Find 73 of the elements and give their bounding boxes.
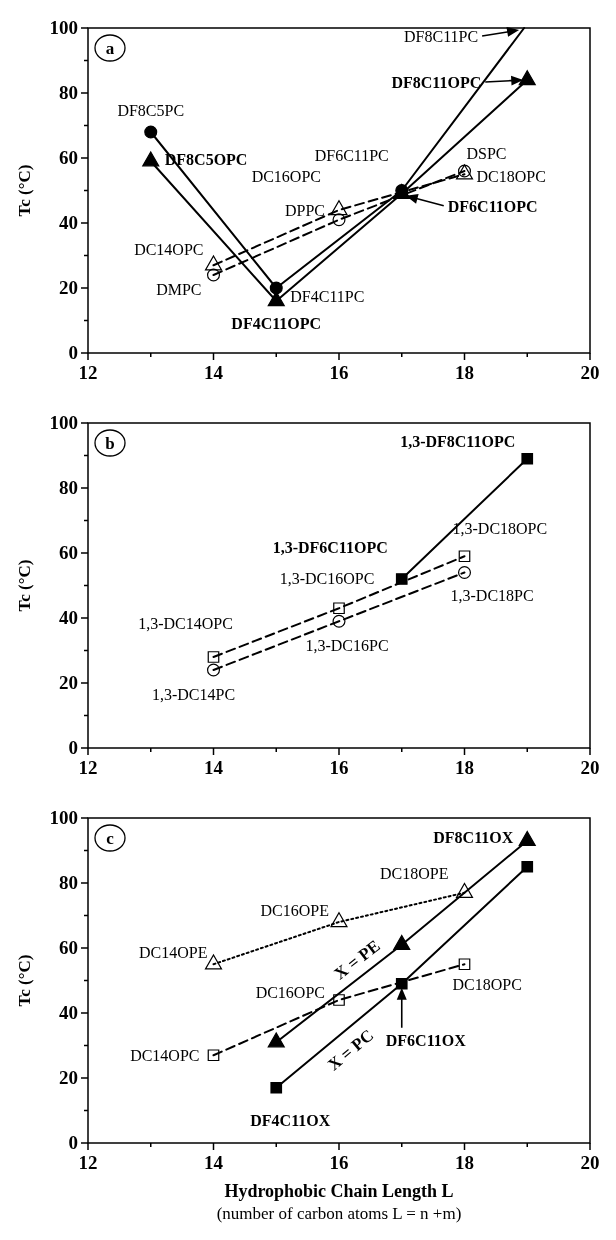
x-tick-label: 20 bbox=[580, 757, 600, 778]
text: X = PC bbox=[324, 1025, 378, 1075]
y-tick-label: 80 bbox=[59, 82, 78, 103]
annotation: DC14OPE bbox=[139, 944, 208, 962]
annotation: a bbox=[105, 39, 115, 58]
annotation: DF8C11OX bbox=[433, 828, 514, 846]
y-tick-label: 60 bbox=[59, 147, 78, 168]
annotation: 1,3-DF6C11OPC bbox=[272, 539, 388, 556]
annotation: DC16OPE bbox=[260, 902, 329, 919]
x-axis-title: Hydrophobic Chain Length L bbox=[224, 1181, 454, 1201]
x-tick-label: 18 bbox=[455, 362, 474, 383]
annotation: 1,3-DC18OPC bbox=[452, 520, 548, 538]
annotation: DMPC bbox=[156, 281, 202, 298]
y-tick-label: 80 bbox=[59, 477, 78, 498]
x-tick-label: 14 bbox=[204, 1152, 224, 1173]
y-tick-label: 40 bbox=[59, 607, 78, 628]
x-tick-label: 20 bbox=[580, 362, 600, 383]
x-tick-label: 14 bbox=[204, 362, 224, 383]
annotation: DC16OPC bbox=[255, 984, 325, 1001]
x-tick-label: 16 bbox=[329, 362, 349, 383]
y-tick-label: 40 bbox=[59, 212, 78, 233]
y-axis-title: Tc (°C) bbox=[15, 164, 34, 217]
x-tick-label: 16 bbox=[329, 1152, 349, 1173]
annotation: DC14OPC bbox=[130, 1047, 200, 1065]
annotation: DF6C11PC bbox=[314, 146, 389, 164]
annotation: 1,3-DF8C11OPC bbox=[400, 432, 516, 450]
y-tick-label: 60 bbox=[59, 542, 78, 563]
annotation: 1,3-DC16OPC bbox=[279, 570, 375, 588]
x-tick-label: 12 bbox=[78, 1152, 98, 1173]
annotation: c bbox=[106, 829, 115, 848]
annotation: DF8C5PC bbox=[117, 102, 185, 119]
x-tick-label: 16 bbox=[329, 757, 349, 778]
y-tick-label: 0 bbox=[68, 342, 78, 363]
y-axis-title: Tc (°C) bbox=[15, 559, 34, 612]
y-tick-label: 100 bbox=[49, 17, 78, 38]
annotation: DC18OPC bbox=[476, 168, 546, 186]
x-tick-label: 18 bbox=[455, 1152, 474, 1173]
annotation: DF6C11OX bbox=[385, 1031, 467, 1049]
annotation: 1,3-DC14PC bbox=[151, 686, 236, 703]
x-tick-label: 12 bbox=[78, 362, 98, 383]
x-tick-label: 20 bbox=[580, 1152, 600, 1173]
text: X = PE bbox=[330, 936, 384, 984]
y-tick-label: 80 bbox=[59, 872, 78, 893]
y-tick-label: 20 bbox=[59, 672, 78, 693]
x-tick-label: 18 bbox=[455, 757, 474, 778]
y-tick-label: 0 bbox=[68, 1132, 78, 1153]
annotation: 1,3-DC14OPC bbox=[138, 615, 233, 632]
x-tick-label: 14 bbox=[204, 757, 224, 778]
annotation: 1,3-DC18PC bbox=[450, 586, 534, 604]
y-tick-label: 20 bbox=[59, 1067, 78, 1088]
annotation: DF4C11PC bbox=[290, 288, 365, 305]
x-tick-label: 12 bbox=[78, 757, 98, 778]
text: (number of carbon atoms L = n +m) bbox=[216, 1204, 462, 1223]
y-tick-label: 60 bbox=[59, 937, 78, 958]
y-tick-label: 0 bbox=[68, 737, 78, 758]
annotation: DC18OPE bbox=[380, 864, 449, 882]
annotation: b bbox=[105, 434, 115, 453]
y-tick-label: 40 bbox=[59, 1002, 78, 1023]
annotation: DPPC bbox=[284, 201, 325, 219]
y-tick-label: 20 bbox=[59, 277, 78, 298]
y-tick-label: 100 bbox=[49, 412, 78, 433]
annotation: DSPC bbox=[466, 145, 507, 162]
annotation: 1,3-DC16PC bbox=[305, 637, 389, 655]
annotation: DF6C11OPC bbox=[447, 197, 538, 215]
annotation: DC16OPC bbox=[251, 168, 321, 185]
annotation: DC18OPC bbox=[452, 976, 522, 994]
annotation: DC14OPC bbox=[134, 241, 204, 259]
y-axis-title: Tc (°C) bbox=[15, 954, 34, 1007]
annotation: DF4C11OX bbox=[250, 1111, 331, 1129]
y-tick-label: 100 bbox=[49, 807, 78, 828]
annotation: DF8C11OPC bbox=[391, 74, 482, 91]
annotation: DF4C11OPC bbox=[231, 315, 322, 332]
annotation: DF8C11PC bbox=[404, 28, 479, 45]
